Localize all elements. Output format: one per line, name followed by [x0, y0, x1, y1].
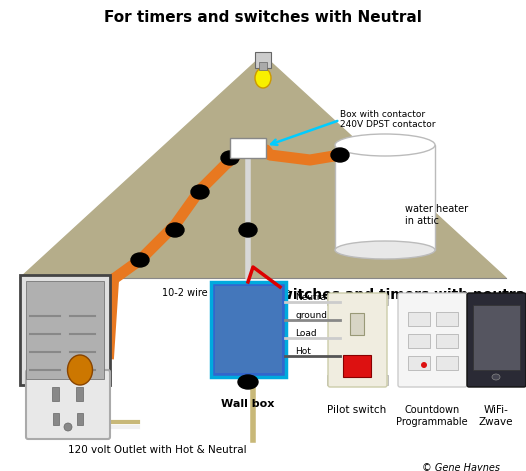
Ellipse shape: [191, 185, 209, 199]
Bar: [436, 334, 458, 348]
Bar: [230, 138, 266, 158]
FancyBboxPatch shape: [328, 293, 387, 387]
Ellipse shape: [166, 223, 184, 237]
Bar: [436, 356, 458, 370]
Bar: [335, 145, 435, 250]
Bar: [436, 312, 458, 326]
Ellipse shape: [421, 362, 427, 368]
Ellipse shape: [221, 151, 239, 165]
Bar: [473, 305, 520, 370]
FancyBboxPatch shape: [398, 293, 467, 387]
FancyBboxPatch shape: [26, 370, 110, 439]
Bar: [408, 312, 430, 326]
Ellipse shape: [239, 223, 257, 237]
Bar: [350, 313, 364, 335]
Ellipse shape: [331, 148, 349, 162]
Text: Neutral: Neutral: [295, 292, 329, 301]
Ellipse shape: [492, 374, 500, 380]
Bar: [77, 413, 83, 425]
Text: For timers and switches with Neutral: For timers and switches with Neutral: [104, 10, 422, 25]
Text: WiFi-
Zwave: WiFi- Zwave: [479, 405, 513, 427]
Text: 14-2 wire: 14-2 wire: [245, 288, 291, 298]
Text: 120 volt Outlet with Hot & Neutral: 120 volt Outlet with Hot & Neutral: [68, 445, 247, 455]
Ellipse shape: [335, 134, 435, 156]
Ellipse shape: [335, 241, 435, 259]
Ellipse shape: [238, 375, 258, 389]
Text: Switches and timers with neutral: Switches and timers with neutral: [270, 288, 526, 302]
Text: Hot: Hot: [295, 347, 311, 356]
Ellipse shape: [64, 423, 72, 431]
Polygon shape: [20, 55, 506, 278]
Text: Pilot switch: Pilot switch: [327, 405, 387, 415]
Text: Countdown
Programmable: Countdown Programmable: [396, 405, 468, 427]
Text: Breaker Box: Breaker Box: [31, 407, 99, 417]
Text: ground: ground: [295, 310, 327, 319]
Bar: [211, 282, 286, 377]
Bar: [327, 295, 388, 305]
Bar: [215, 286, 282, 373]
Bar: [20, 275, 110, 385]
Ellipse shape: [67, 355, 93, 385]
Bar: [408, 334, 430, 348]
Text: Wall box: Wall box: [221, 399, 275, 409]
Text: Box with contactor
240V DPST contactor: Box with contactor 240V DPST contactor: [340, 110, 436, 130]
Bar: [53, 413, 59, 425]
Bar: [26, 281, 104, 379]
Text: water heater
in attic: water heater in attic: [405, 204, 468, 226]
Bar: [76, 387, 83, 401]
Text: Load: Load: [295, 328, 317, 338]
Ellipse shape: [131, 253, 149, 267]
Bar: [408, 356, 430, 370]
Bar: [343, 355, 371, 377]
Ellipse shape: [255, 68, 271, 88]
Text: 10-2 wire: 10-2 wire: [162, 288, 208, 298]
Text: © Gene Haynes: © Gene Haynes: [422, 463, 500, 471]
Bar: [52, 387, 59, 401]
FancyBboxPatch shape: [467, 293, 526, 387]
Bar: [259, 62, 267, 70]
Bar: [255, 52, 271, 68]
Bar: [327, 375, 388, 385]
